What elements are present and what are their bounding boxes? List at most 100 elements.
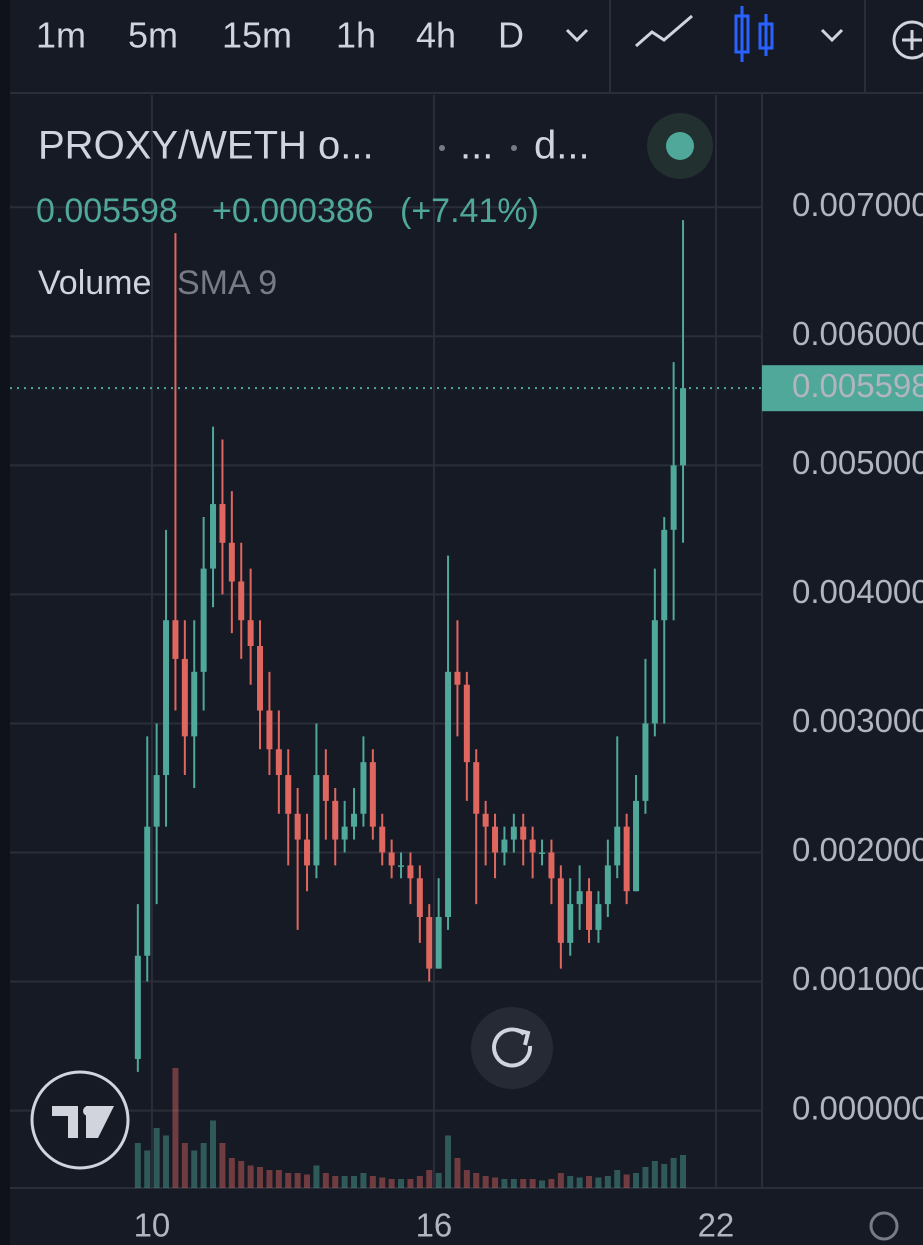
- y-tick-label: 0.002000: [792, 831, 923, 868]
- volume-bar: [172, 1068, 179, 1188]
- volume-bar: [153, 1128, 160, 1188]
- reset-button[interactable]: [471, 1007, 553, 1089]
- candle-body: [341, 826, 348, 840]
- volume-bar: [576, 1177, 583, 1188]
- volume-bar: [144, 1150, 151, 1188]
- candle-body: [614, 826, 621, 866]
- chart-type-dropdown[interactable]: [820, 28, 844, 43]
- interval-button[interactable]: 15m: [222, 15, 292, 56]
- volume-bar: [604, 1176, 611, 1188]
- left-edge: [0, 0, 10, 1245]
- volume-bar: [463, 1170, 470, 1188]
- candle-body: [454, 671, 461, 685]
- indicator-params: SMA 9: [177, 264, 277, 302]
- tradingview-logo[interactable]: [30, 1070, 130, 1170]
- candle-body: [642, 723, 649, 801]
- volume-bar: [501, 1179, 508, 1188]
- candle-body: [200, 568, 207, 672]
- last-price-label: 0.005598: [792, 367, 923, 404]
- y-tick-label: 0.006000: [792, 315, 923, 352]
- volume-bar: [661, 1164, 668, 1188]
- volume-bar: [322, 1173, 329, 1188]
- candle-body: [388, 852, 395, 866]
- candle-chart-button[interactable]: [734, 6, 774, 62]
- candle-body: [144, 826, 151, 956]
- volume-bar: [529, 1179, 536, 1188]
- candle-body: [623, 826, 630, 892]
- symbol[interactable]: PROXY/WETH o...: [38, 124, 374, 168]
- candle-body: [586, 891, 593, 930]
- volume-bar: [398, 1179, 405, 1188]
- volume-bar: [181, 1143, 188, 1188]
- interval-dropdown[interactable]: [565, 28, 589, 43]
- interval-button[interactable]: 1h: [336, 15, 376, 56]
- candle-body: [463, 684, 470, 763]
- candle-body: [445, 671, 452, 918]
- volume-bar: [379, 1177, 386, 1188]
- y-tick-label: 0.004000: [792, 573, 923, 610]
- candle-body: [426, 917, 433, 969]
- candle-body: [529, 839, 536, 853]
- candle-body: [576, 891, 583, 905]
- candle-body: [210, 504, 217, 569]
- candle-body: [294, 813, 301, 840]
- candle-body: [304, 839, 311, 866]
- candle-body: [275, 749, 282, 776]
- market-status[interactable]: [666, 132, 694, 160]
- add-button[interactable]: [892, 20, 923, 60]
- candle-body: [134, 955, 141, 1059]
- candle-body: [360, 762, 367, 814]
- volume-bar: [445, 1135, 452, 1188]
- indicator-name[interactable]: Volume: [38, 264, 151, 302]
- candle-body: [539, 852, 546, 854]
- candle-body: [219, 504, 226, 543]
- volume-bar: [285, 1173, 292, 1188]
- volume-bar: [134, 1143, 141, 1188]
- candle-body: [228, 542, 235, 582]
- volume-bar: [407, 1179, 414, 1188]
- candle-body: [510, 826, 517, 840]
- volume-bar: [313, 1165, 320, 1188]
- volume-bar: [670, 1158, 677, 1188]
- volume-bar: [191, 1150, 198, 1188]
- candle-body: [191, 671, 198, 737]
- interval-button[interactable]: 4h: [416, 15, 456, 56]
- interval-button[interactable]: 1m: [36, 15, 86, 56]
- candle-body: [351, 813, 358, 827]
- volume-bar: [520, 1179, 527, 1188]
- volume-bar: [482, 1176, 489, 1188]
- volume-bar: [228, 1158, 235, 1188]
- volume-bar: [388, 1179, 395, 1188]
- candle-body: [172, 620, 179, 659]
- volume-bar: [623, 1174, 630, 1188]
- volume-bar: [454, 1158, 461, 1188]
- source: d...: [534, 124, 590, 168]
- volume-bar: [614, 1170, 621, 1188]
- candle-body: [313, 775, 320, 866]
- volume-bar: [266, 1170, 273, 1188]
- settings-button[interactable]: [869, 1211, 899, 1241]
- volume-bar: [595, 1177, 602, 1188]
- candle-body: [651, 620, 658, 724]
- interval-button[interactable]: 5m: [128, 15, 178, 56]
- candle-body: [322, 775, 329, 801]
- x-tick-label: 22: [698, 1207, 735, 1244]
- candle-body: [661, 529, 668, 621]
- candle-body: [407, 865, 414, 879]
- y-tick-label: 0.000000: [792, 1089, 923, 1126]
- volume-bar: [332, 1176, 339, 1188]
- price-change-percent: (+7.41%): [400, 192, 539, 230]
- volume-bar: [210, 1120, 217, 1188]
- candle-body: [595, 904, 602, 930]
- volume-bar: [275, 1170, 282, 1188]
- volume-bar: [539, 1180, 546, 1188]
- candle-body: [416, 878, 423, 918]
- candle-body: [482, 813, 489, 827]
- volume-bar: [219, 1143, 226, 1188]
- price-change: +0.000386: [212, 192, 374, 230]
- line-chart-button[interactable]: [635, 14, 693, 48]
- interval-button[interactable]: D: [498, 15, 524, 56]
- volume-bar: [680, 1155, 687, 1188]
